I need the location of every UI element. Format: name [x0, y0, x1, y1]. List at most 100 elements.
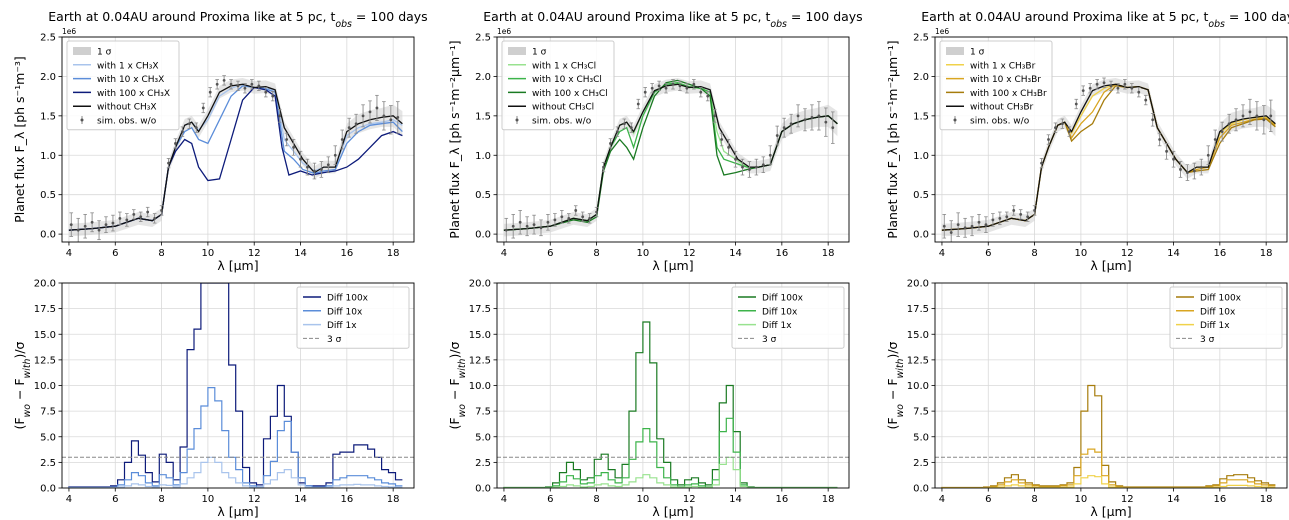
obs-point — [754, 165, 758, 169]
obs-point — [609, 142, 612, 145]
legend-label: with 10 x CH₃X — [97, 75, 164, 85]
x-tick-label: 4 — [939, 248, 945, 259]
x-tick-label: 14 — [729, 248, 742, 259]
x-tick-label: 8 — [593, 248, 599, 259]
x-tick-label: 4 — [501, 248, 507, 259]
obs-point — [553, 218, 557, 222]
legend-label: Diff 10x — [762, 307, 798, 317]
obs-point — [1054, 126, 1057, 130]
x-tick-label: 4 — [66, 494, 72, 505]
axes-frame — [496, 36, 850, 243]
legend-label: with 10 x CH₃Cl — [532, 75, 602, 85]
y-tick-label: 2.0 — [40, 72, 56, 83]
x-tick-label: 6 — [547, 494, 553, 505]
y-tick-label: 2.0 — [913, 72, 929, 83]
obs-point — [292, 145, 295, 149]
obs-point — [546, 220, 550, 224]
obs-point — [1033, 209, 1036, 212]
y-tick-label: 12.5 — [469, 355, 491, 366]
legend-box — [501, 40, 615, 131]
obs-point — [222, 78, 226, 82]
panel-bottom-middle: 4 6 8 10 12 14 16 18 0.0 2.5 5.0 7.5 10.0 12.5 15.0 17.… — [447, 279, 850, 519]
obs-point — [389, 118, 393, 122]
x-tick-label: 8 — [593, 494, 599, 505]
obs-point — [789, 122, 793, 126]
obs-point — [333, 153, 337, 157]
y-tick-label: 0.0 — [913, 484, 929, 495]
legend-label: Diff 1x — [327, 321, 357, 331]
x-tick-label: 18 — [1260, 248, 1273, 259]
offset-text: 1e6 — [497, 27, 511, 36]
y-tick-label: 20.0 — [469, 279, 491, 290]
obs-point — [229, 82, 233, 86]
legend-swatch-band — [508, 47, 526, 55]
obs-point — [236, 84, 240, 88]
obs-point — [1262, 118, 1266, 122]
y-tick-label: 7.5 — [40, 407, 56, 418]
obs-point — [1165, 149, 1168, 153]
y-tick-label: 1.0 — [913, 151, 929, 162]
obs-point — [1144, 98, 1148, 102]
obs-point — [347, 126, 351, 130]
obs-point — [775, 134, 779, 137]
legend-label: without CH₃Br — [970, 103, 1034, 113]
x-axis-label: λ [μm] — [652, 258, 693, 273]
y-tick-label: 7.5 — [475, 407, 491, 418]
y-tick-label: 17.5 — [34, 304, 56, 315]
x-tick-label: 16 — [775, 494, 788, 505]
legend-label: 3 σ — [327, 335, 342, 345]
obs-point — [602, 165, 605, 169]
y-tick-label: 0.0 — [475, 230, 491, 241]
obs-point — [257, 84, 261, 88]
x-tick-label: 8 — [158, 248, 164, 259]
panel-top-right: 4 6 8 10 12 14 16 18 0.0 0.5 1.0 1.5 2.0 2.5 Earth at … — [885, 9, 1289, 273]
panel-top-left: 4 6 8 10 12 14 16 18 0.0 0.5 1.0 1.5 2.0 2.5 Earth at … — [12, 9, 428, 273]
y-tick-label: 20.0 — [907, 279, 929, 290]
legend: 1 σ with 1 x CH₃Cl with 10 x CH₃Cl with 100… — [501, 40, 615, 131]
legend-label: sim. obs. w/o — [97, 117, 157, 127]
y-tick-label: 15.0 — [34, 330, 56, 341]
x-tick-label: 12 — [248, 248, 261, 259]
obs-point — [991, 218, 995, 222]
obs-point — [532, 223, 536, 227]
obs-point — [511, 224, 515, 228]
y-tick-label: 5.0 — [913, 432, 929, 443]
obs-point — [194, 126, 198, 130]
obs-point — [153, 216, 157, 220]
panel-top-middle: 4 6 8 10 12 14 16 18 0.0 0.5 1.0 1.5 2.0 2.5 Earth at … — [447, 9, 863, 273]
obs-point — [504, 228, 508, 232]
obs-point — [1005, 215, 1009, 219]
obs-point — [181, 130, 184, 134]
y-tick-label: 20.0 — [34, 279, 56, 290]
y-tick-label: 0.0 — [475, 484, 491, 495]
obs-point — [748, 168, 751, 171]
obs-point — [796, 114, 800, 118]
x-tick-label: 10 — [637, 494, 650, 505]
x-tick-label: 6 — [985, 248, 991, 259]
obs-point — [1067, 130, 1071, 134]
obs-point — [720, 138, 724, 141]
legend: 1 σ with 1 x CH₃Br with 10 x CH₃Br with 100… — [939, 40, 1053, 131]
obs-point — [1047, 138, 1050, 141]
legend: Diff 100x Diff 10x Diff 1x 3 σ — [1169, 286, 1283, 349]
chart-title: Earth at 0.04AU around Proxima like at 5… — [483, 9, 862, 30]
obs-point — [1255, 114, 1259, 118]
legend-swatch-point — [515, 118, 519, 122]
legend-label: Diff 100x — [762, 294, 804, 304]
x-axis-label: λ [μm] — [1090, 504, 1131, 519]
obs-point — [111, 221, 115, 225]
legend-label: with 100 x CH₃Cl — [532, 89, 608, 99]
obs-point — [396, 116, 400, 119]
legend-label: sim. obs. w/o — [970, 117, 1030, 127]
plot-area — [935, 384, 1287, 488]
obs-point — [243, 86, 247, 90]
axes-frame — [934, 282, 1288, 489]
offset-text: 1e6 — [62, 27, 76, 36]
plot-area — [68, 75, 403, 242]
legend-label: Diff 100x — [327, 294, 369, 304]
legend-label: with 1 x CH₃Br — [970, 61, 1036, 71]
obs-point — [1220, 130, 1224, 134]
obs-point — [90, 220, 94, 224]
x-tick-label: 12 — [248, 494, 261, 505]
obs-point — [1088, 86, 1092, 90]
